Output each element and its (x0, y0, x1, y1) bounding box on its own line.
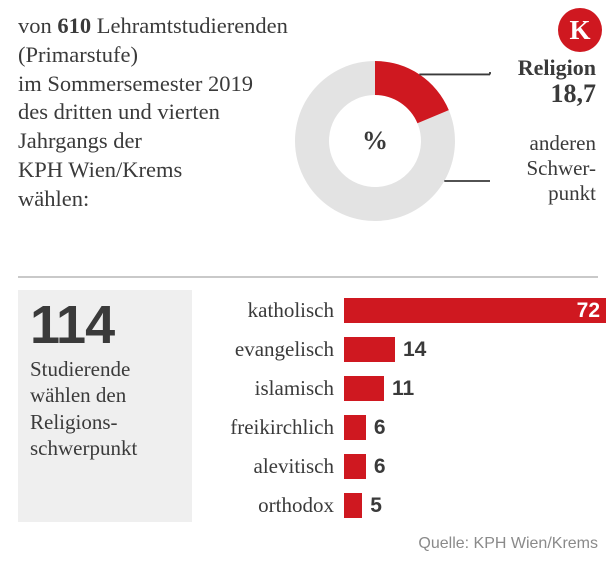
other-l2: Schwer- (526, 156, 596, 180)
summary-big-number: 114 (30, 298, 180, 352)
bar-label: islamisch (206, 376, 344, 401)
religion-label: Religion 18,7 (456, 56, 596, 109)
bar-label: alevitisch (206, 454, 344, 479)
bar-fill: 72 (344, 298, 606, 323)
bar-label: orthodox (206, 493, 344, 518)
bar-track: 5 (344, 493, 598, 518)
source-text: Quelle: KPH Wien/Krems (418, 535, 598, 553)
religion-title: Religion (518, 55, 596, 80)
intro-l6: wählen: (18, 186, 89, 211)
bar-row: katholisch 72 (206, 294, 598, 327)
bar-chart: katholisch 72 evangelisch 14 islamisch 11 frei… (206, 290, 598, 522)
donut-labels: Religion 18,7 anderen Schwer- punkt (456, 56, 596, 206)
bar-label: freikirchlich (206, 415, 344, 440)
bar-label: katholisch (206, 298, 344, 323)
publisher-logo-icon: K (558, 8, 602, 52)
top-section: von 610 Lehramtstudierenden (Primarstufe… (0, 0, 616, 270)
donut-center-label: % (290, 56, 460, 226)
religion-value: 18,7 (456, 80, 596, 109)
bar-fill (344, 337, 395, 362)
bar-fill (344, 454, 366, 479)
bar-label: evangelisch (206, 337, 344, 362)
other-label: anderen Schwer- punkt (456, 131, 596, 207)
bar-value: 72 (577, 298, 600, 323)
bar-fill (344, 376, 384, 401)
summary-desc: Studierende wählen den Religions- schwer… (30, 356, 180, 461)
bar-fill (344, 493, 362, 518)
intro-l3: des dritten und vierten (18, 99, 220, 124)
summary-box: 114 Studierende wählen den Religions- sc… (18, 290, 192, 522)
bottom-section: 114 Studierende wählen den Religions- sc… (0, 278, 616, 522)
bar-value: 6 (374, 415, 386, 440)
bar-row: freikirchlich 6 (206, 411, 598, 444)
bar-track: 11 (344, 376, 598, 401)
bar-row: orthodox 5 (206, 489, 598, 522)
intro-l2: im Sommersemester 2019 (18, 71, 253, 96)
bar-track: 72 (344, 298, 598, 323)
bar-value: 14 (403, 337, 426, 362)
bar-track: 6 (344, 454, 598, 479)
donut-chart: % (290, 56, 460, 226)
intro-text: von 610 Lehramtstudierenden (Primarstufe… (18, 12, 318, 214)
other-l3: punkt (548, 181, 596, 205)
bar-row: islamisch 11 (206, 372, 598, 405)
intro-count: 610 (57, 13, 91, 38)
bar-row: evangelisch 14 (206, 333, 598, 366)
intro-pre: von (18, 13, 57, 38)
bar-value: 5 (370, 493, 382, 518)
intro-l4: Jahrgangs der (18, 128, 142, 153)
other-l1: anderen (530, 131, 596, 155)
intro-l5: KPH Wien/Krems (18, 157, 182, 182)
bar-track: 14 (344, 337, 598, 362)
bar-value: 11 (392, 376, 414, 401)
bar-track: 6 (344, 415, 598, 440)
bar-row: alevitisch 6 (206, 450, 598, 483)
bar-fill (344, 415, 366, 440)
bar-value: 6 (374, 454, 386, 479)
